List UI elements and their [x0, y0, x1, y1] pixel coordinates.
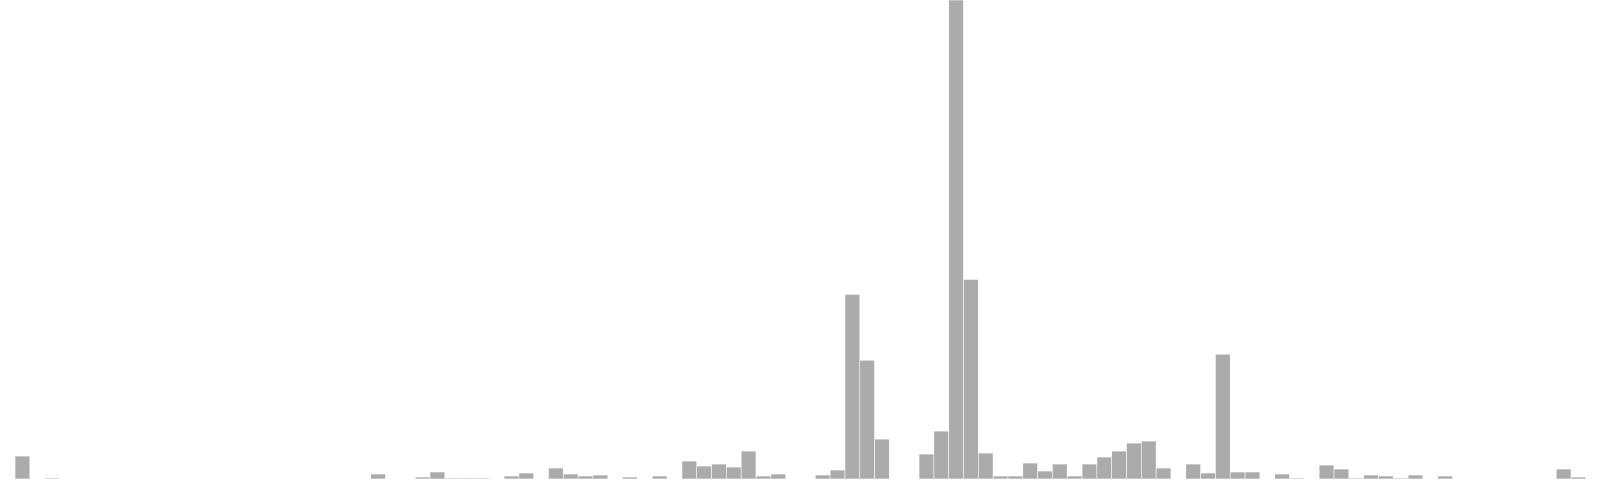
histogram-bar	[1022, 462, 1038, 480]
histogram-bar	[948, 0, 964, 480]
histogram-bar	[1333, 468, 1350, 480]
histogram-bar	[1126, 442, 1142, 480]
histogram-bar	[459, 477, 475, 480]
histogram-bar	[444, 477, 460, 480]
histogram-bar	[1081, 463, 1098, 480]
histogram-bar	[1348, 477, 1364, 480]
histogram-bar	[1229, 471, 1246, 480]
histogram-bar	[518, 472, 535, 480]
histogram-bar	[1155, 467, 1172, 480]
histogram-bar	[755, 475, 772, 480]
histogram-bar	[1392, 477, 1409, 480]
histogram-bar	[1141, 440, 1157, 480]
histogram-bar	[414, 476, 431, 480]
histogram-bar	[1066, 475, 1083, 480]
histogram-bar	[1037, 470, 1053, 480]
histogram-bar	[1244, 471, 1261, 480]
histogram-bar	[992, 475, 1009, 480]
bar-series	[14, 0, 1587, 480]
histogram-bar	[874, 438, 890, 480]
histogram-bar	[651, 475, 668, 480]
histogram-bar	[859, 359, 875, 480]
histogram-bar	[1200, 472, 1216, 480]
histogram-bar	[1007, 475, 1024, 480]
histogram-bar	[1570, 476, 1587, 480]
histogram-bar	[711, 463, 727, 480]
histogram-bar	[726, 466, 742, 480]
histogram-bar	[918, 453, 935, 480]
histogram-bar	[1289, 477, 1305, 480]
histogram-bar	[1318, 464, 1335, 480]
histogram-bar	[933, 430, 949, 480]
histogram-bar	[577, 475, 594, 480]
histogram-bar	[429, 471, 446, 480]
histogram-bar	[44, 477, 60, 480]
histogram-bar	[1096, 456, 1112, 480]
histogram-bar	[592, 474, 609, 480]
histogram-bar	[696, 465, 712, 480]
histogram-bar	[503, 475, 520, 480]
histogram-bar	[681, 460, 698, 480]
histogram-bar	[1052, 463, 1068, 480]
histogram-bar	[770, 473, 786, 480]
histogram-bar	[740, 450, 757, 480]
histogram-bar	[548, 467, 564, 480]
histogram-bar	[1274, 473, 1290, 480]
histogram-bar	[474, 477, 490, 480]
histogram-bar	[14, 455, 31, 480]
histogram-bar	[844, 294, 861, 480]
histogram-bar	[370, 473, 386, 480]
histogram-bar	[1215, 353, 1231, 480]
histogram-bar	[1407, 474, 1424, 480]
histogram-bar	[963, 279, 979, 480]
histogram-bar	[1378, 475, 1394, 480]
histogram-bar	[814, 474, 831, 480]
histogram-bar	[563, 473, 579, 480]
histogram-bar	[1185, 463, 1201, 480]
histogram-bar	[829, 469, 846, 480]
histogram-bar	[1555, 468, 1572, 480]
histogram-bar	[1437, 475, 1453, 480]
histogram-bar	[977, 452, 994, 480]
histogram-bar	[1111, 450, 1127, 480]
histogram-bar	[1363, 474, 1379, 480]
histogram-bar	[622, 476, 638, 480]
